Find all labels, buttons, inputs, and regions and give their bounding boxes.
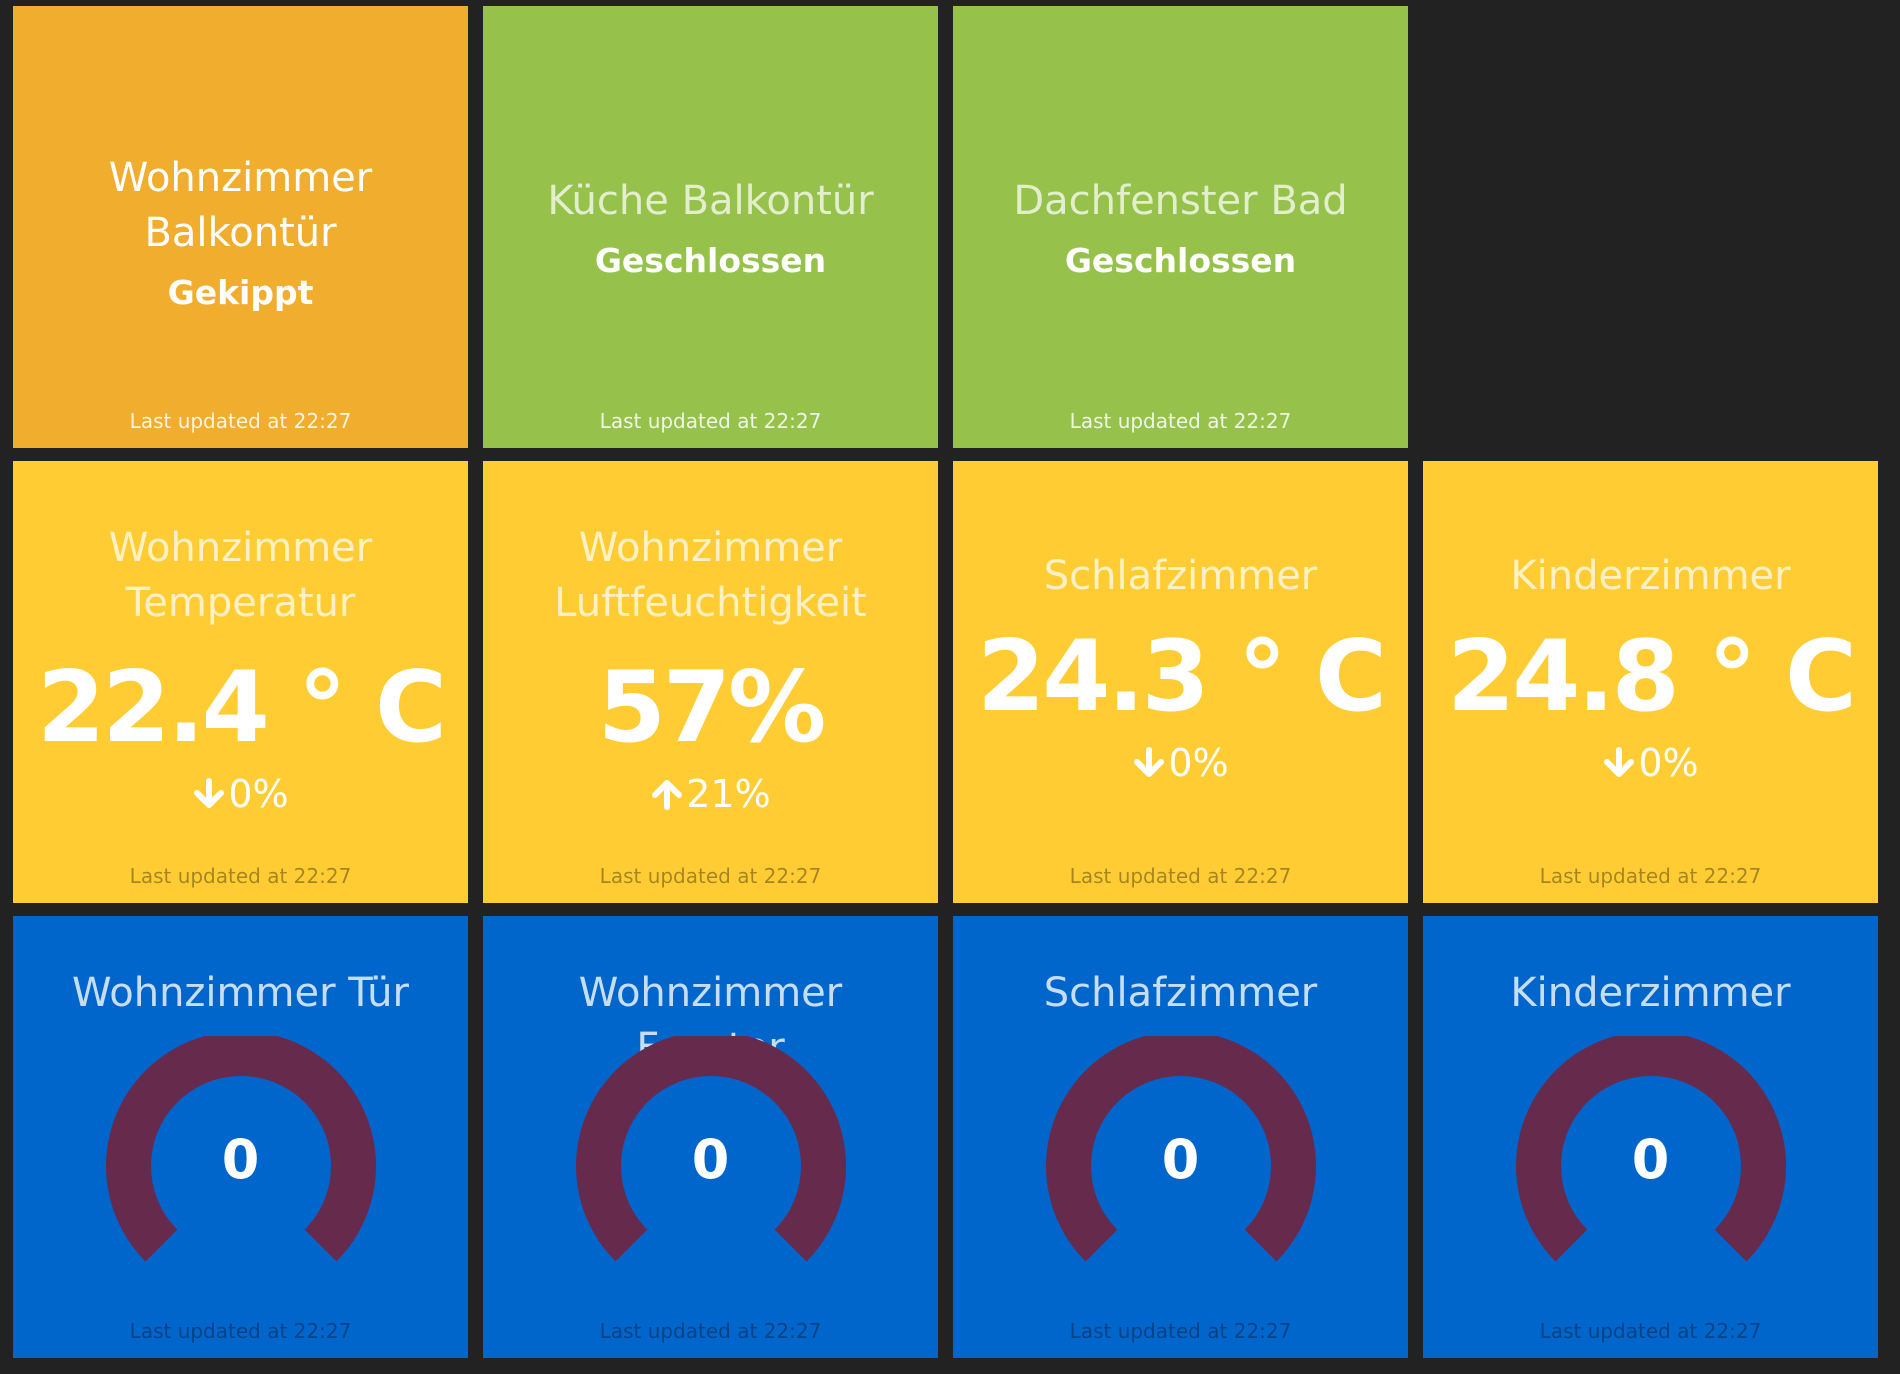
arrow-down-icon (1134, 747, 1165, 777)
tile-title: Wohnzimmer Luftfeuchtigkeit (554, 525, 867, 626)
last-updated: Last updated at 22:27 (1069, 864, 1292, 888)
change-value: 0% (1638, 741, 1699, 785)
tile-title: Schlafzimmer (1043, 553, 1318, 599)
sensor-value: 22.4 ° C (37, 651, 447, 765)
tile-title: Kinderzimmer (1510, 553, 1791, 599)
last-updated: Last updated at 22:27 (129, 1319, 352, 1343)
gauge-track (1515, 1031, 1786, 1262)
tile-status: Geschlossen (594, 241, 827, 280)
gauge: 0 (1041, 1031, 1321, 1276)
last-updated: Last updated at 22:27 (1539, 864, 1762, 888)
last-updated: Last updated at 22:27 (1069, 1319, 1292, 1343)
tile-title: Wohnzimmer Tür (72, 970, 409, 1016)
gauge-track (1045, 1031, 1316, 1262)
last-updated: Last updated at 22:27 (1539, 1319, 1762, 1343)
tile-wohnzimmer-fenster[interactable]: Wohnzimmer Fenster 0 Last updated at 22:… (483, 916, 938, 1358)
sensor-value: 24.3 ° C (977, 620, 1387, 734)
tile-content: Wohnzimmer Balkontür Gekippt (13, 151, 468, 315)
tile-title: Dachfenster Bad (1013, 178, 1348, 224)
tile-content: Kinderzimmer 24.8 ° C 0% (1423, 549, 1878, 788)
arrow-down-icon (1604, 747, 1635, 777)
tile-content: Dachfenster Bad Geschlossen (953, 174, 1408, 283)
last-updated: Last updated at 22:27 (599, 1319, 822, 1343)
gauge-arc (105, 1031, 376, 1262)
gauge-arc (1045, 1031, 1316, 1262)
tile-title: Schlafzimmer (1043, 970, 1318, 1016)
tile-content: Küche Balkontür Geschlossen (483, 174, 938, 283)
arrow-down-icon (194, 778, 225, 808)
gauge-value: 0 (221, 1128, 260, 1191)
tile-title: Küche Balkontür (547, 178, 874, 224)
change-value: 0% (228, 772, 289, 816)
gauge-value: 0 (691, 1128, 730, 1191)
last-updated: Last updated at 22:27 (599, 864, 822, 888)
tile-kinderzimmer-temperatur[interactable]: Kinderzimmer 24.8 ° C 0% Last updated at… (1423, 461, 1878, 903)
change-indicator: 0% (13, 769, 468, 819)
tile-schlafzimmer-temperatur[interactable]: Schlafzimmer 24.3 ° C 0% Last updated at… (953, 461, 1408, 903)
tile-content: Wohnzimmer Tür (13, 966, 468, 1021)
tile-title: Wohnzimmer Balkontür (108, 155, 373, 256)
last-updated: Last updated at 22:27 (129, 409, 352, 433)
gauge-value: 0 (1631, 1128, 1670, 1191)
change-indicator: 0% (1423, 738, 1878, 788)
tile-kueche-balkontuer[interactable]: Küche Balkontür Geschlossen Last updated… (483, 6, 938, 448)
tile-content: Wohnzimmer Temperatur 22.4 ° C 0% (13, 521, 468, 819)
tile-wohnzimmer-temperatur[interactable]: Wohnzimmer Temperatur 22.4 ° C 0% Last u… (13, 461, 468, 903)
gauge: 0 (101, 1031, 381, 1276)
gauge-arc (1515, 1031, 1786, 1262)
tile-status: Geschlossen (1064, 241, 1297, 280)
dashboard-grid: Wohnzimmer Balkontür Gekippt Last update… (13, 6, 1878, 1358)
tile-wohnzimmer-luftfeuchtigkeit[interactable]: Wohnzimmer Luftfeuchtigkeit 57% 21% Last… (483, 461, 938, 903)
gauge: 0 (571, 1031, 851, 1276)
last-updated: Last updated at 22:27 (129, 864, 352, 888)
tile-dachfenster-bad[interactable]: Dachfenster Bad Geschlossen Last updated… (953, 6, 1408, 448)
tile-title: Wohnzimmer Temperatur (108, 525, 373, 626)
change-indicator: 0% (953, 738, 1408, 788)
arrow-up-icon (652, 780, 683, 810)
gauge-track (575, 1031, 846, 1262)
tile-title: Kinderzimmer (1510, 970, 1791, 1016)
gauge-value: 0 (1161, 1128, 1200, 1191)
tile-content: Kinderzimmer (1423, 966, 1878, 1021)
tile-content: Schlafzimmer 24.3 ° C 0% (953, 549, 1408, 788)
change-value: 21% (686, 772, 771, 816)
tile-wohnzimmer-tuer[interactable]: Wohnzimmer Tür 0 Last updated at 22:27 (13, 916, 468, 1358)
change-indicator: 21% (483, 769, 938, 819)
tile-schlafzimmer-kontakt[interactable]: Schlafzimmer 0 Last updated at 22:27 (953, 916, 1408, 1358)
sensor-value: 24.8 ° C (1447, 620, 1857, 734)
change-value: 0% (1168, 741, 1229, 785)
tile-wohnzimmer-balkontuer[interactable]: Wohnzimmer Balkontür Gekippt Last update… (13, 6, 468, 448)
last-updated: Last updated at 22:27 (599, 409, 822, 433)
last-updated: Last updated at 22:27 (1069, 409, 1292, 433)
gauge: 0 (1511, 1031, 1791, 1276)
tile-status: Gekippt (167, 273, 314, 312)
empty-slot (1423, 6, 1878, 448)
tile-content: Schlafzimmer (953, 966, 1408, 1021)
sensor-value: 57% (597, 651, 827, 765)
tile-content: Wohnzimmer Luftfeuchtigkeit 57% 21% (483, 521, 938, 819)
gauge-track (105, 1031, 376, 1262)
gauge-arc (575, 1031, 846, 1262)
tile-kinderzimmer-kontakt[interactable]: Kinderzimmer 0 Last updated at 22:27 (1423, 916, 1878, 1358)
